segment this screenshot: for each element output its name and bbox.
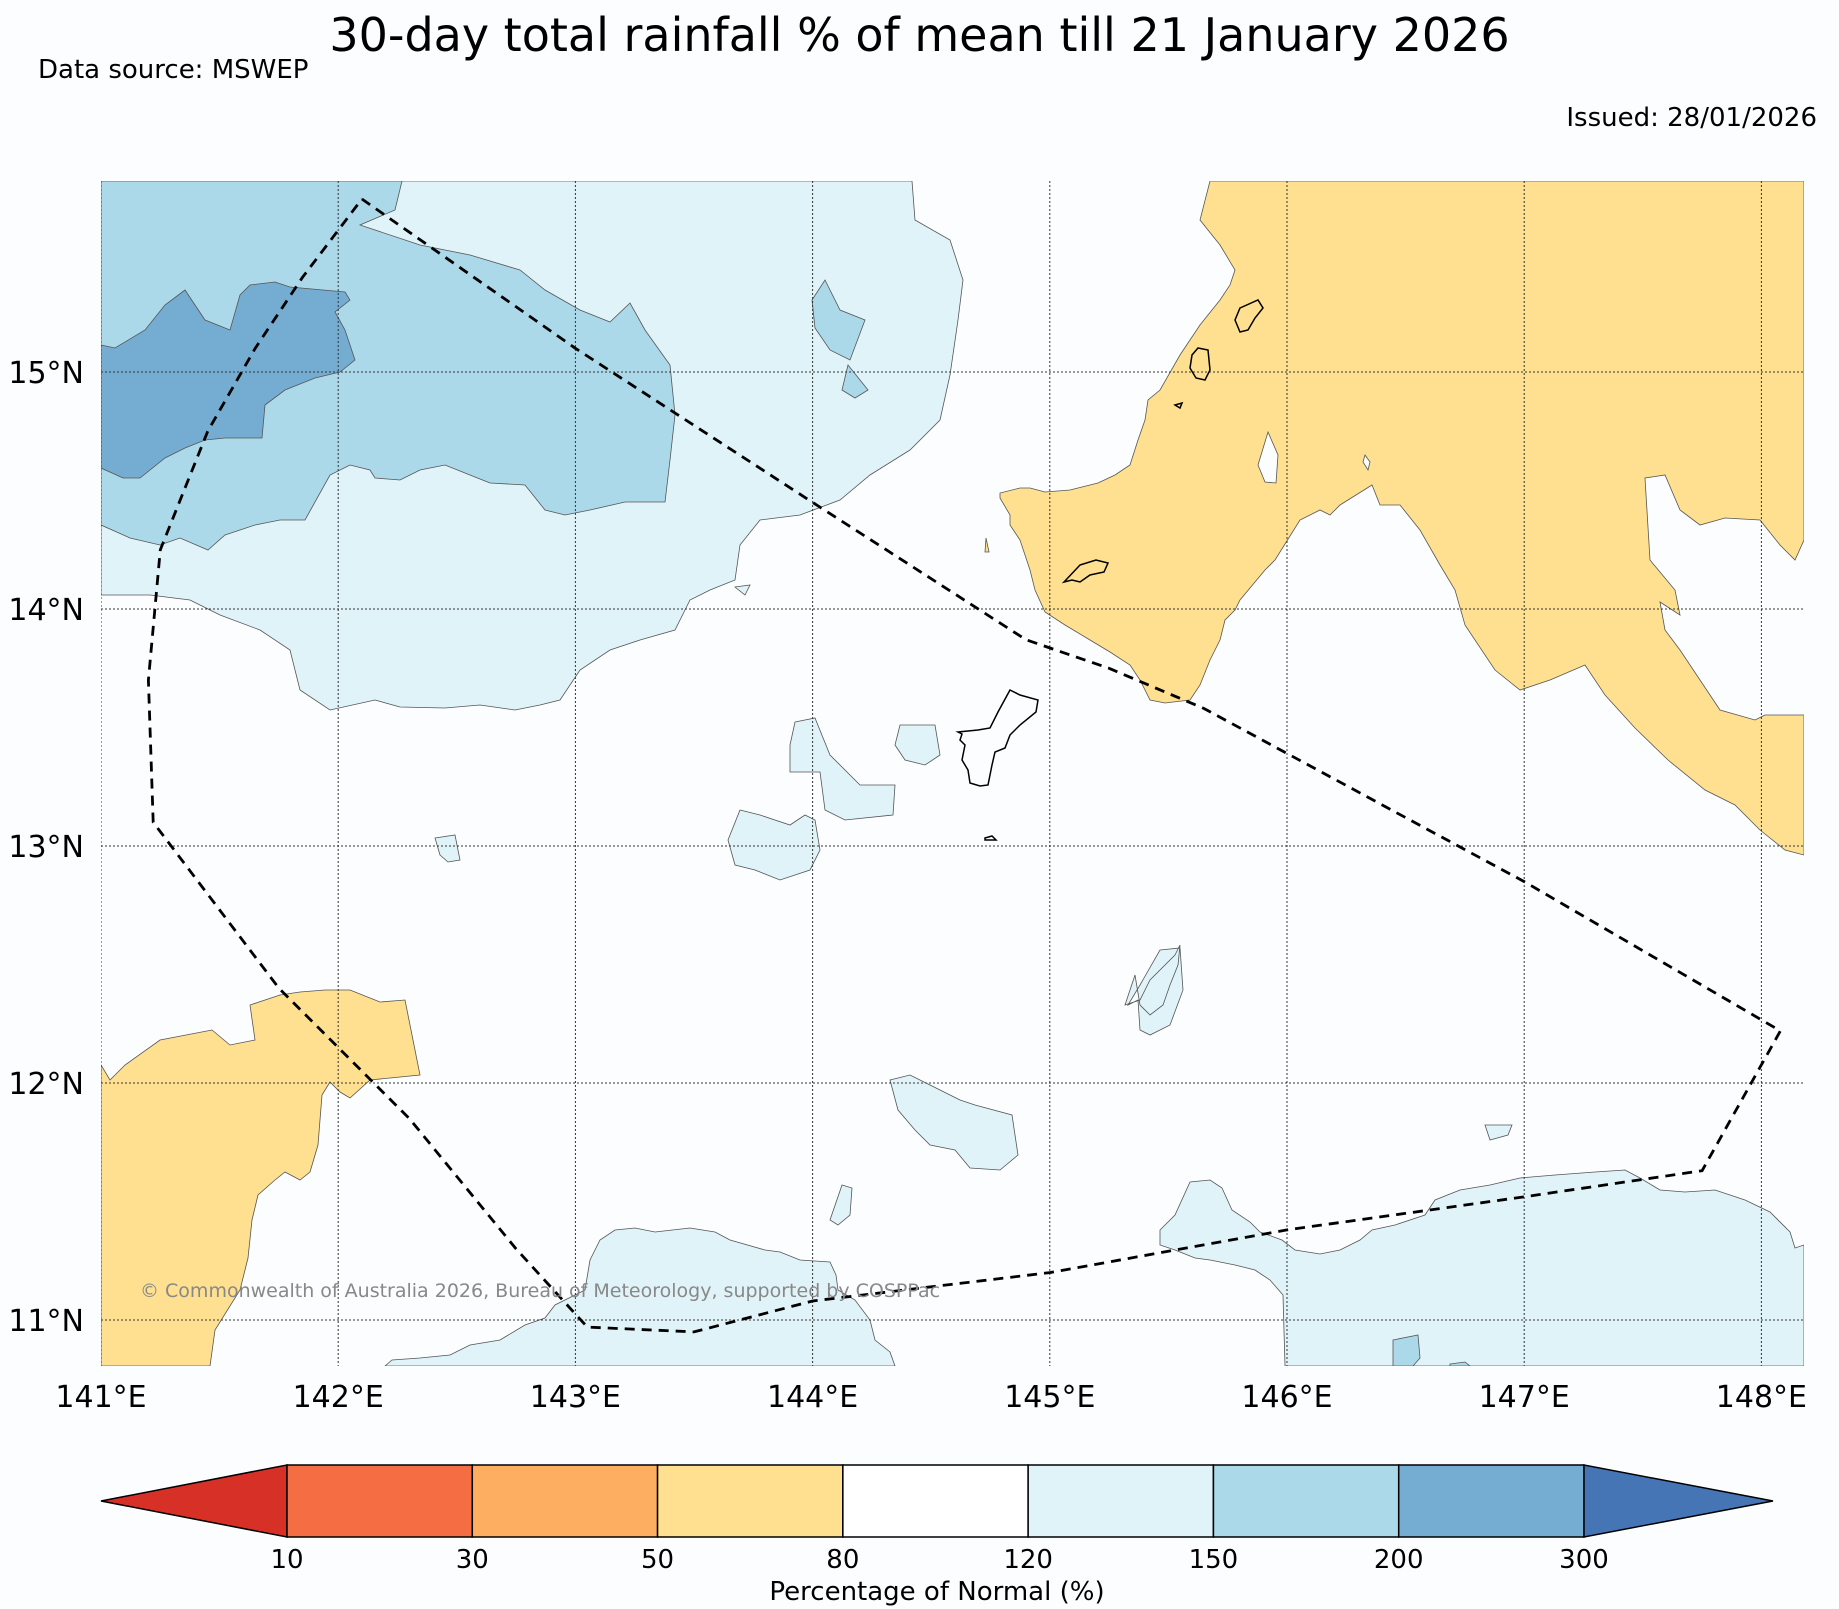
colorbar-title: Percentage of Normal (%) xyxy=(769,1577,1104,1607)
longitude-tick-label: 145°E xyxy=(1004,1380,1095,1415)
contour-120-150-patch-10 xyxy=(384,1227,896,1366)
colorbar-segment xyxy=(842,1464,1029,1538)
colorbar-segment xyxy=(1027,1464,1215,1538)
colorbar-segment xyxy=(286,1464,474,1538)
contour-120-150-patch-4 xyxy=(727,809,821,881)
colorbar-extend-max-arrow xyxy=(1583,1464,1774,1538)
longitude-tick-label: 148°E xyxy=(1716,1380,1807,1415)
contour-120-150-patch-6 xyxy=(1124,944,1184,1036)
colorbar-tick-label: 150 xyxy=(1189,1545,1239,1575)
copyright-notice: © Commonwealth of Australia 2026, Bureau… xyxy=(140,1280,940,1302)
contour-50-80-northeast xyxy=(999,181,1804,856)
contour-120-150-patch-3 xyxy=(894,724,941,766)
longitude-tick-label: 141°E xyxy=(55,1380,146,1415)
colorbar-extend-min-arrow xyxy=(100,1464,288,1538)
contour-50-80-speck xyxy=(984,537,990,553)
contour-150-200-patch-d xyxy=(1449,1361,1471,1366)
colorbar-tick-label: 300 xyxy=(1559,1545,1609,1575)
graticule xyxy=(101,181,1804,1366)
longitude-labels: 141°E 142°E 143°E 144°E 145°E 146°E 147°E 148°E xyxy=(55,1380,1807,1415)
longitude-tick-label: 142°E xyxy=(293,1380,384,1415)
contour-50-80-southwest xyxy=(101,989,421,1366)
data-source-label: Data source: MSWEP xyxy=(38,55,309,85)
contour-150-200-northwest xyxy=(101,181,676,551)
eez-boundary-line xyxy=(146,197,1783,1334)
colorbar: 10 30 50 80 120 150 200 300 xyxy=(100,1464,1774,1575)
contour-150-200-patch-b xyxy=(841,364,869,399)
colorbar-tick-label: 10 xyxy=(270,1545,303,1575)
island-saipan xyxy=(1234,299,1264,333)
contour-120-150-patch-7 xyxy=(889,1074,1019,1171)
latitude-tick-label: 13°N xyxy=(8,830,84,865)
latitude-labels: 15°N 14°N 13°N 12°N 11°N xyxy=(8,356,84,1339)
colorbar-tick-label: 80 xyxy=(826,1545,859,1575)
contour-200-300-northwest xyxy=(101,281,356,479)
contour-120-150-patch-5 xyxy=(434,834,461,863)
contour-120-150-patch-2 xyxy=(789,717,896,821)
issued-date-label: Issued: 28/01/2026 xyxy=(1566,103,1817,133)
colorbar-segment xyxy=(471,1464,659,1538)
contour-120-150-patch-8 xyxy=(1484,1124,1513,1141)
island-tinian xyxy=(1189,347,1211,381)
colorbar-tick-label: 50 xyxy=(641,1545,674,1575)
longitude-tick-label: 143°E xyxy=(530,1380,621,1415)
longitude-tick-label: 146°E xyxy=(1241,1380,1332,1415)
latitude-tick-label: 14°N xyxy=(8,593,84,628)
contour-120-150-patch-11 xyxy=(1159,1169,1804,1366)
colorbar-segment xyxy=(656,1464,844,1538)
colorbar-segment xyxy=(1212,1464,1400,1538)
colorbar-tick-label: 30 xyxy=(456,1545,489,1575)
contour-80-120-hole-a xyxy=(1257,430,1279,484)
colorbar-tick-label: 200 xyxy=(1374,1545,1424,1575)
contour-80-120-hole-b xyxy=(1362,454,1371,472)
island-aguijan xyxy=(984,835,998,841)
island-coastlines xyxy=(955,299,1264,841)
rainfall-contours xyxy=(101,181,1804,1366)
contour-150-200-patch-c xyxy=(1392,1334,1421,1366)
colorbar-tick-label: 120 xyxy=(1003,1545,1053,1575)
island-small-1 xyxy=(1173,401,1184,410)
longitude-tick-label: 144°E xyxy=(767,1380,858,1415)
latitude-tick-label: 11°N xyxy=(8,1304,84,1339)
contour-150-200-patch-a xyxy=(811,279,866,361)
latitude-tick-label: 12°N xyxy=(8,1067,84,1102)
colorbar-segment xyxy=(1397,1464,1585,1538)
figure-title: 30-day total rainfall % of mean till 21 … xyxy=(329,8,1510,62)
latitude-tick-label: 15°N xyxy=(8,356,84,391)
island-guam xyxy=(955,689,1039,787)
contour-120-150-patch-9 xyxy=(829,1184,853,1226)
island-rota xyxy=(1061,559,1110,584)
contour-120-150-patch-1 xyxy=(734,584,751,596)
longitude-tick-label: 147°E xyxy=(1479,1380,1570,1415)
